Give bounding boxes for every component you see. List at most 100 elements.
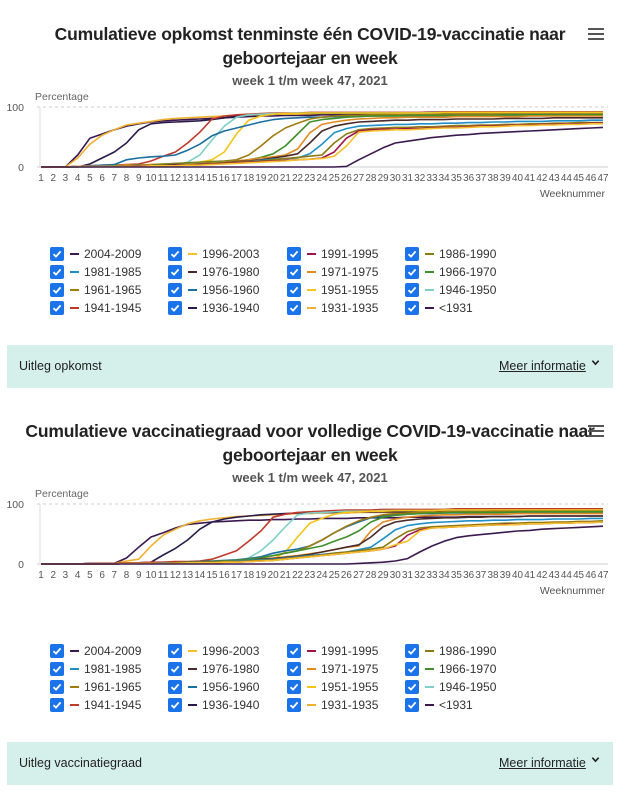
legend-item[interactable]: 1936-1940 [168,300,259,316]
legend-swatch [188,704,197,706]
legend-item[interactable]: 1991-1995 [287,643,378,659]
legend-item[interactable]: 1966-1970 [405,661,496,677]
checkbox[interactable] [405,644,419,658]
legend-item[interactable]: 1991-1995 [287,246,378,262]
info-bar: Uitleg vaccinatiegraad Meer informatie [7,742,613,785]
check-icon [289,304,299,312]
legend-item[interactable]: 1951-1955 [287,679,378,695]
checkbox[interactable] [168,247,182,261]
checkbox[interactable] [168,680,182,694]
legend-item[interactable]: <1931 [405,697,473,713]
legend-label: 1976-1980 [202,265,260,279]
checkbox[interactable] [50,644,64,658]
chevron-down-icon[interactable] [591,358,600,370]
checkbox[interactable] [405,301,419,315]
checkbox[interactable] [287,680,301,694]
check-icon [407,701,417,709]
hamburger-icon[interactable] [588,28,604,40]
checkbox[interactable] [168,698,182,712]
info-bar: Uitleg opkomst Meer informatie [7,345,613,388]
checkbox[interactable] [287,265,301,279]
legend-item[interactable]: 1931-1935 [287,697,378,713]
x-tick-label: 45 [573,173,584,184]
checkbox[interactable] [405,283,419,297]
legend-item[interactable]: 1936-1940 [168,697,259,713]
checkbox[interactable] [287,301,301,315]
checkbox[interactable] [405,265,419,279]
check-icon [289,701,299,709]
x-tick-label: 39 [500,173,511,184]
chart-title-line2: geboortejaar en week [222,445,398,465]
legend-item[interactable]: 1981-1985 [50,661,141,677]
x-tick-label: 40 [512,570,523,581]
menu-bar [588,28,604,30]
checkbox[interactable] [50,247,64,261]
legend-item[interactable]: 1931-1935 [287,300,378,316]
x-tick-label: 46 [585,570,596,581]
legend-item[interactable]: 1941-1945 [50,300,141,316]
legend-item[interactable]: 1996-2003 [168,643,259,659]
legend-item[interactable]: 1996-2003 [168,246,259,262]
checkbox[interactable] [168,301,182,315]
legend-swatch [425,289,434,291]
y-tick-label: 0 [18,559,24,571]
x-tick-label: 21 [280,570,291,581]
legend-item[interactable]: 1961-1965 [50,282,141,298]
x-tick-label: 25 [329,173,340,184]
legend-item[interactable]: 1986-1990 [405,643,496,659]
checkbox[interactable] [287,247,301,261]
checkbox[interactable] [50,680,64,694]
checkbox[interactable] [168,265,182,279]
legend-item[interactable]: 1946-1950 [405,282,496,298]
checkbox[interactable] [405,247,419,261]
more-info-link[interactable]: Meer informatie [499,359,586,373]
checkbox[interactable] [405,698,419,712]
checkbox[interactable] [50,301,64,315]
legend-label: 1961-1965 [84,680,142,694]
checkbox[interactable] [50,265,64,279]
legend-item[interactable]: 1961-1965 [50,679,141,695]
legend-item[interactable]: 2004-2009 [50,643,141,659]
x-tick-label: 30 [390,173,401,184]
legend-item[interactable]: 1951-1955 [287,282,378,298]
check-icon [407,683,417,691]
menu-bar [588,435,604,437]
legend-item[interactable]: 1966-1970 [405,264,496,280]
x-tick-label: 3 [63,173,69,184]
x-tick-label: 10 [145,173,156,184]
checkbox[interactable] [405,680,419,694]
more-info-link[interactable]: Meer informatie [499,756,586,770]
legend-item[interactable]: 1946-1950 [405,679,496,695]
checkbox[interactable] [287,662,301,676]
checkbox[interactable] [405,662,419,676]
checkbox[interactable] [50,662,64,676]
legend-item[interactable]: 1986-1990 [405,246,496,262]
checkbox[interactable] [287,644,301,658]
x-tick-label: 21 [280,173,291,184]
checkbox[interactable] [168,662,182,676]
checkbox[interactable] [50,698,64,712]
x-tick-label: 33 [426,570,437,581]
chevron-down-icon[interactable] [591,755,600,767]
checkbox[interactable] [287,283,301,297]
checkbox[interactable] [50,283,64,297]
x-tick-label: 5 [87,570,93,581]
legend-item[interactable]: 1976-1980 [168,661,259,677]
checkbox[interactable] [287,698,301,712]
legend-item[interactable]: 1941-1945 [50,697,141,713]
checkbox[interactable] [168,644,182,658]
check-icon [170,268,180,276]
legend-item[interactable]: 1971-1975 [287,661,378,677]
check-icon [52,647,62,655]
legend-item[interactable]: 1976-1980 [168,264,259,280]
check-icon [289,268,299,276]
checkbox[interactable] [168,283,182,297]
hamburger-icon[interactable] [588,425,604,437]
legend-swatch [70,686,79,688]
legend-item[interactable]: <1931 [405,300,473,316]
legend-item[interactable]: 1956-1960 [168,282,259,298]
legend-item[interactable]: 1956-1960 [168,679,259,695]
legend-item[interactable]: 2004-2009 [50,246,141,262]
legend-item[interactable]: 1981-1985 [50,264,141,280]
legend-item[interactable]: 1971-1975 [287,264,378,280]
